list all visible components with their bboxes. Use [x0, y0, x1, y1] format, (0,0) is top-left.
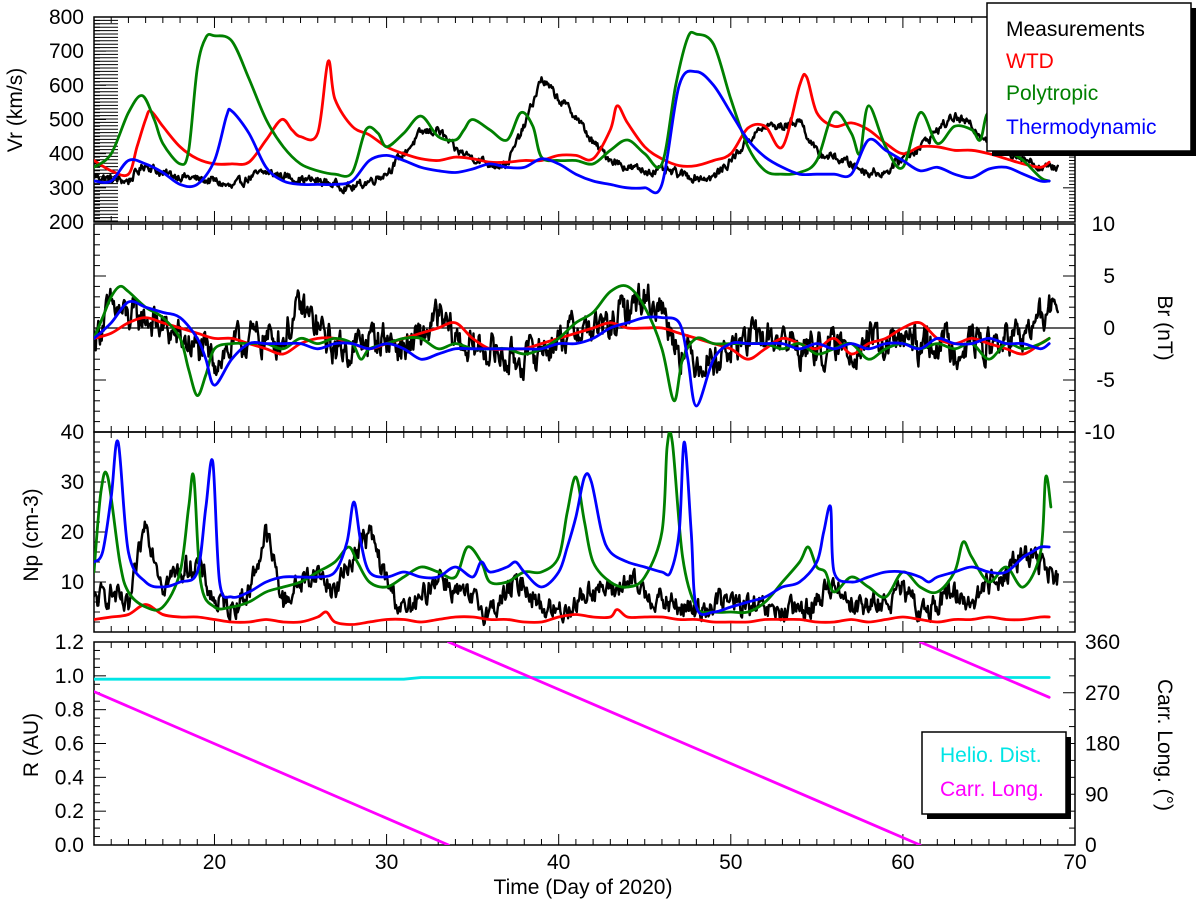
legend-entry-polytropic: Polytropic [1006, 82, 1098, 105]
y-tick-label-vr-400: 400 [49, 143, 84, 166]
series-r-carr-long-carr-long-2 [447, 642, 922, 845]
y-tick-label-br-10: -10 [1085, 421, 1115, 444]
y-tick-label-np-20: 20 [61, 521, 84, 544]
y2-tick-label-360: 360 [1085, 631, 1120, 654]
y2-tick-label-90: 90 [1085, 783, 1108, 806]
vr-legend: Measurements WTD Polytropic Thermodynami… [986, 2, 1196, 156]
y2-tick-label-0: 0 [1085, 834, 1097, 857]
y-tick-label-r-carr-long-0-6: 0.6 [55, 733, 84, 756]
series-np-wtd [94, 603, 1051, 626]
y-tick-label-br-5: -5 [1096, 369, 1115, 392]
r-legend: Helio. Dist. Carr. Long. [921, 731, 1071, 819]
y-tick-label-r-carr-long-0-2: 0.2 [55, 800, 84, 823]
vr-legend-box [986, 2, 1192, 152]
y-tick-label-r-carr-long-0-4: 0.4 [55, 766, 85, 789]
series-np-measurements [94, 520, 1059, 627]
y-tick-label-r-carr-long-1: 1.0 [55, 665, 84, 688]
series-br-thermodynamic [94, 300, 1051, 408]
y-tick-label-vr-500: 500 [49, 109, 84, 132]
panel-vr-series [94, 30, 1059, 195]
legend-entry-carr-long: Carr. Long. [940, 778, 1044, 801]
panel-br: -10 -5 0 5 10 [93, 213, 1115, 444]
series-r-carr-long-carr-long-1 [94, 690, 450, 845]
y-tick-label-vr-600: 600 [49, 74, 84, 97]
np-ylabel: Np (cm-3) [20, 488, 43, 581]
legend-entry-thermodynamic: Thermodynamic [1006, 116, 1157, 139]
y-tick-label-vr-700: 700 [49, 40, 84, 63]
series-r-carr-long-carr-long-3 [918, 642, 1051, 699]
series-np-polytropic [94, 432, 1053, 615]
y-tick-label-vr-300: 300 [49, 177, 84, 200]
legend-entry-wtd: WTD [1006, 50, 1054, 73]
panel-np: 10 20 30 40 [61, 421, 1076, 633]
y-tick-label-br-5: 5 [1103, 265, 1115, 288]
series-vr-wtd [94, 59, 1051, 178]
panel-br-series [94, 282, 1059, 408]
series-vr-measurements [94, 76, 1059, 195]
carr-long-ylabel: Carr. Long. (°) [1153, 679, 1176, 811]
panel-distance-longitude: 20 30 40 50 60 70 0.0 0.2 0.4 0.6 0.8 1.0 1.2 0 90 180 2… [55, 631, 1120, 874]
x-tick-label-60: 60 [891, 851, 914, 874]
y-tick-label-np-10: 10 [61, 571, 84, 594]
r-ylabel: R (AU) [20, 713, 43, 777]
panel-r-carr-long-series [94, 642, 1051, 845]
x-tick-label-50: 50 [719, 851, 742, 874]
y2-tick-label-180: 180 [1085, 733, 1120, 756]
series-np-thermodynamic [94, 439, 1051, 616]
y-tick-label-np-40: 40 [61, 421, 84, 444]
vr-ylabel: Vr (km/s) [4, 68, 27, 152]
y-tick-label-vr-800: 800 [49, 6, 84, 29]
y-tick-label-vr-200: 200 [49, 211, 84, 234]
y-tick-label-r-carr-long-1-2: 1.2 [55, 631, 84, 654]
x-tick-label-20: 20 [203, 851, 226, 874]
y2-tick-label-270: 270 [1085, 682, 1120, 705]
legend-entry-measurements: Measurements [1006, 18, 1145, 41]
series-r-carr-long-helio-dist [94, 676, 1051, 681]
x-tick-label-40: 40 [547, 851, 570, 874]
series-vr-thermodynamic [94, 69, 1051, 195]
x-tick-label-30: 30 [375, 851, 398, 874]
series-br-wtd [94, 316, 1051, 361]
x-tick-label-70: 70 [1063, 851, 1086, 874]
series-br-measurements [94, 282, 1059, 382]
y-tick-label-r-carr-long-0-8: 0.8 [55, 699, 84, 722]
y-tick-label-br-0: 0 [1103, 317, 1115, 340]
y-tick-label-np-30: 30 [61, 471, 84, 494]
panel-np-series [94, 432, 1059, 627]
legend-entry-helio-dist: Helio. Dist. [940, 744, 1042, 767]
y-tick-label-r-carr-long-0: 0.0 [55, 834, 84, 857]
br-ylabel: Br (nT) [1153, 295, 1176, 360]
y-tick-label-br-10: 10 [1092, 213, 1115, 236]
r-legend-box [921, 731, 1067, 815]
x-axis-label: Time (Day of 2020) [494, 876, 673, 899]
